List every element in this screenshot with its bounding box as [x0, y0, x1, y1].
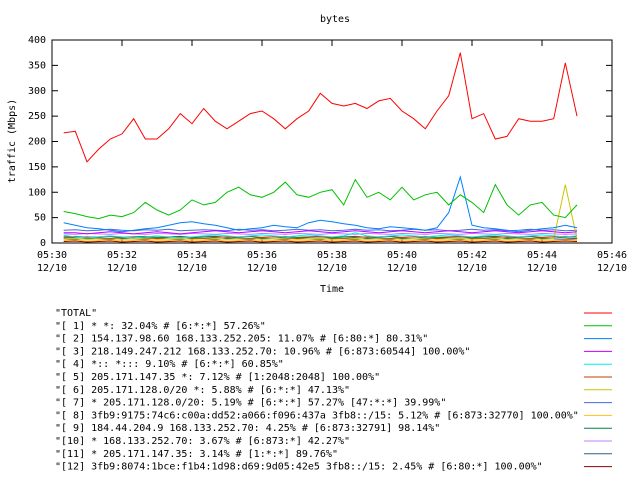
series-line	[63, 175, 578, 233]
y-tick-label: 200	[28, 137, 46, 148]
series-line	[63, 178, 578, 220]
x-tick-label: 05:40 12/10	[386, 250, 418, 274]
series-line	[63, 184, 578, 240]
series-line	[63, 236, 578, 239]
y-tick-label: 250	[28, 111, 46, 122]
legend-label: "[ 6] 205.171.128.0/20 *: 5.88% # [6:*:*…	[55, 385, 350, 396]
x-tick-label: 05:30 12/10	[36, 250, 68, 274]
series-line	[63, 240, 578, 243]
plot-frame	[51, 39, 613, 244]
legend-label: "[ 5] 205.171.147.35 *: 7.12% # [1:2048:…	[55, 372, 380, 383]
y-tick-label: 150	[28, 162, 46, 173]
legend-label: "[ 9] 184.44.204.9 168.133.252.70: 4.25%…	[55, 423, 440, 434]
x-tick-label: 05:36 12/10	[246, 250, 278, 274]
legend-label: "[12] 3fb9:8074:1bce:f1b4:1d98:d69:9d05:…	[55, 462, 543, 473]
legend-label: "TOTAL"	[55, 308, 97, 319]
x-tick-label: 05:44 12/10	[526, 250, 558, 274]
x-tick-label: 05:34 12/10	[176, 250, 208, 274]
series-line	[63, 239, 578, 242]
y-axis-label: traffic (Mbps)	[7, 99, 18, 183]
legend-label: "[ 7] * 205.171.128.0/20: 5.19% # [6:*:*…	[55, 398, 446, 409]
y-tick-label: 50	[34, 213, 46, 224]
legend-label: "[ 3] 218.149.247.212 168.133.252.70: 10…	[55, 346, 470, 357]
y-tick-label: 350	[28, 60, 46, 71]
series-line	[63, 232, 578, 235]
series-line	[63, 230, 578, 235]
y-tick-label: 300	[28, 86, 46, 97]
y-tick-label: 400	[28, 35, 46, 46]
legend-label: "[11] * 205.171.147.35: 3.14% # [1:*:*] …	[55, 449, 338, 460]
x-tick-label: 05:38 12/10	[316, 250, 348, 274]
y-tick-label: 100	[28, 187, 46, 198]
x-tick-label: 05:42 12/10	[456, 250, 488, 274]
legend-label: "[ 2] 154.137.98.60 168.133.252.205: 11.…	[55, 334, 428, 345]
series-line	[63, 52, 578, 163]
x-tick-label: 05:32 12/10	[106, 250, 138, 274]
legend-label: "[ 1] * *: 32.04% # [6:*:*] 57.26%"	[55, 321, 266, 332]
legend-label: "[ 8] 3fb9:9175:74c6:c00a:dd52:a066:f096…	[55, 410, 579, 421]
y-tick-label: 0	[40, 238, 46, 249]
legend-label: "[ 4] *:: *::: 9.10% # [6:*:*] 60.85%"	[55, 359, 284, 370]
series-line	[63, 228, 578, 232]
legend-label: "[10] * 168.133.252.70: 3.67% # [6:873:*…	[55, 436, 350, 447]
chart-title: bytes	[320, 14, 350, 25]
x-tick-label: 05:46 12/10	[596, 250, 628, 274]
series-line	[63, 232, 578, 239]
x-axis-label: Time	[320, 284, 344, 295]
